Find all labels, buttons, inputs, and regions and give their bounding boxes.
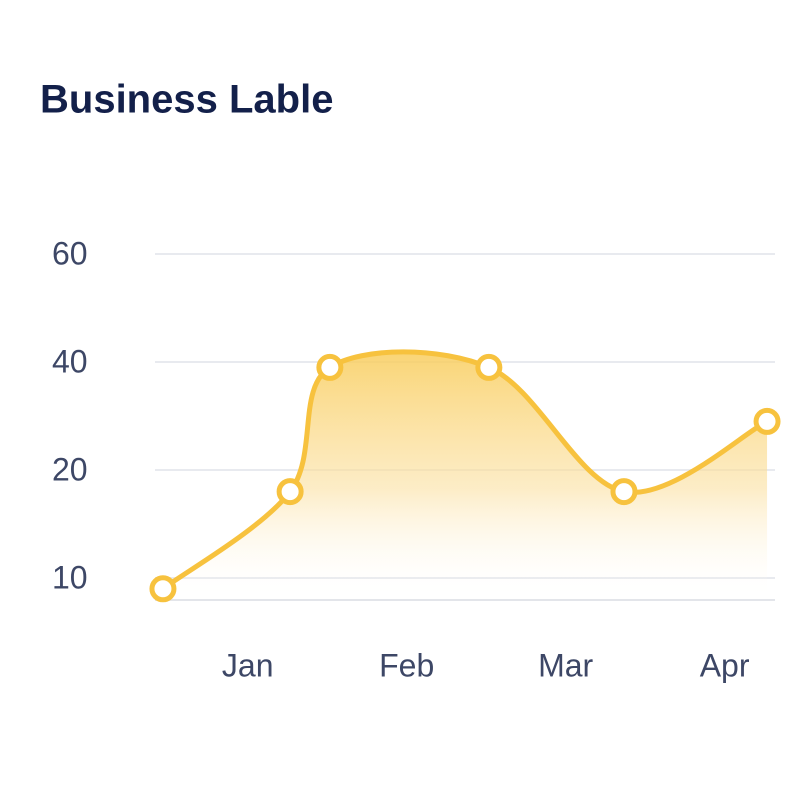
point xyxy=(475,353,503,381)
point xyxy=(276,478,304,506)
x-tick-label: Jan xyxy=(222,647,274,683)
y-tick-label: 40 xyxy=(52,343,88,379)
area xyxy=(162,351,768,600)
chart-title: Business Lable xyxy=(40,78,333,122)
point xyxy=(753,407,781,435)
y-tick-label: 20 xyxy=(52,451,88,487)
y-tick-label: 60 xyxy=(52,235,88,271)
point xyxy=(610,478,638,506)
x-tick-label: Mar xyxy=(538,647,593,683)
point xyxy=(316,353,344,381)
x-tick-label: Apr xyxy=(700,647,750,683)
y-tick-label: 10 xyxy=(52,559,88,595)
point xyxy=(149,575,177,603)
x-tick-label: Feb xyxy=(379,647,434,683)
